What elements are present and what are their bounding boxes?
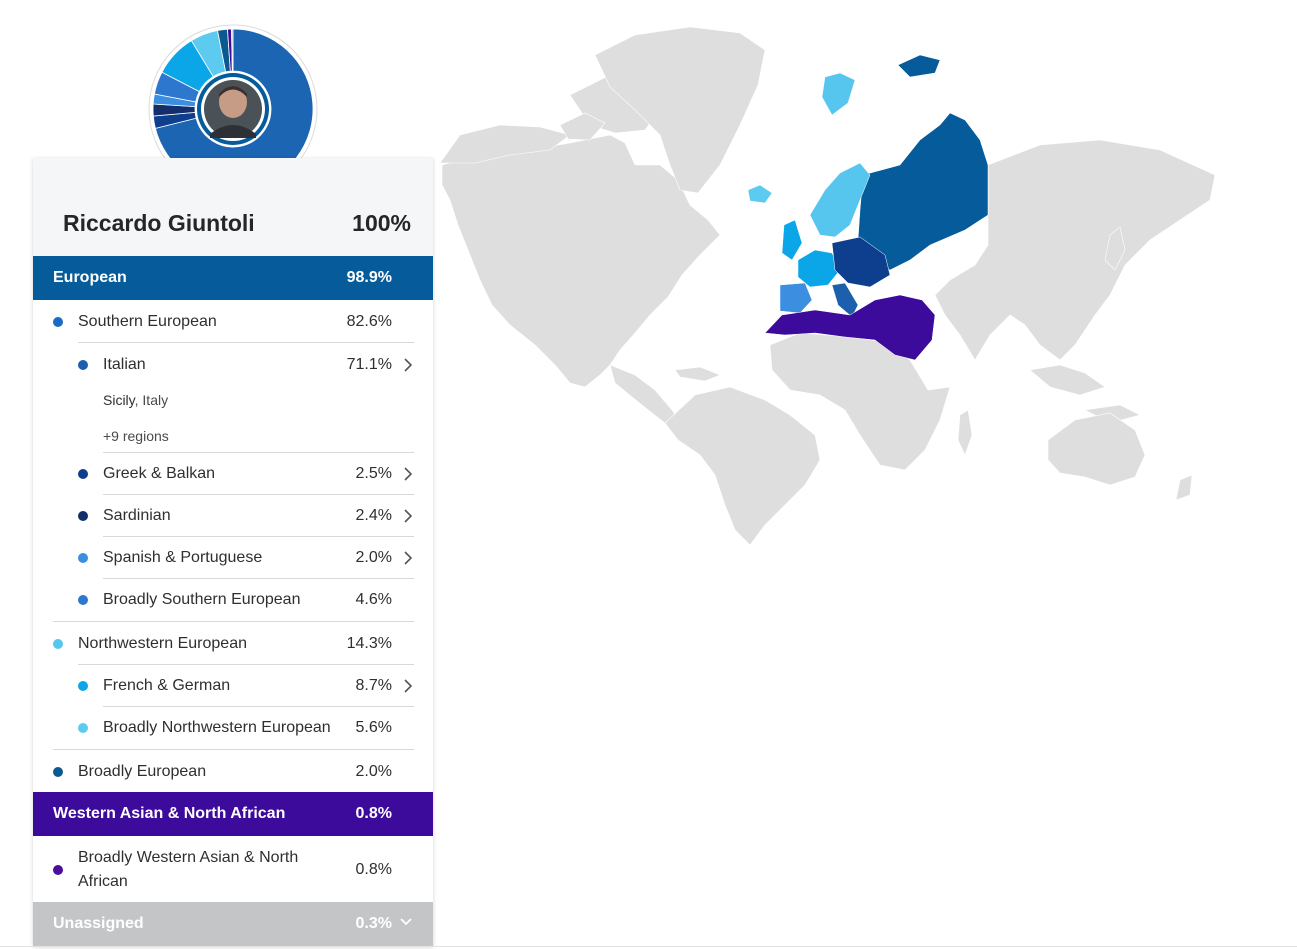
color-dot: [53, 317, 63, 327]
color-dot: [78, 360, 88, 370]
map-italy: [832, 283, 858, 317]
row-percentage: 8.7%: [356, 677, 392, 695]
chevron-right-icon[interactable]: [403, 678, 413, 694]
panel-header: Riccardo Giuntoli 100%: [33, 158, 433, 256]
row-label: Sardinian: [103, 507, 171, 525]
map-russia: [858, 113, 988, 270]
row-french-german[interactable]: French & German 8.7%: [33, 665, 433, 707]
row-label: Greek & Balkan: [103, 465, 215, 483]
group-unassigned[interactable]: Unassigned 0.3%: [33, 902, 433, 946]
color-dot: [78, 595, 88, 605]
map-uk: [782, 220, 802, 260]
row-percentage: 2.5%: [356, 465, 392, 483]
ancestry-composition-panel: Riccardo Giuntoli 100% European 98.9% So…: [33, 158, 433, 946]
region-rest: , Italy: [135, 392, 168, 408]
group-label: Western Asian & North African: [53, 805, 285, 823]
color-dot: [53, 865, 63, 875]
color-dot: [53, 639, 63, 649]
chevron-right-icon[interactable]: [403, 466, 413, 482]
row-percentage: 71.1%: [347, 356, 392, 374]
map-iceland: [748, 185, 772, 203]
row-broadly-european[interactable]: Broadly European 2.0%: [33, 750, 433, 792]
group-percentage: 0.8%: [356, 805, 392, 823]
map-iberia: [780, 283, 812, 313]
row-italian[interactable]: Italian 71.1% Sicily, Italy +9 regions: [33, 343, 433, 453]
region-bold: Sicily: [103, 392, 135, 408]
row-percentage: 5.6%: [356, 719, 392, 737]
row-label: Broadly Northwestern European: [103, 719, 331, 737]
bottom-rule: [0, 946, 1297, 947]
row-label: Northwestern European: [78, 635, 247, 653]
user-name: Riccardo Giuntoli: [63, 210, 255, 237]
color-dot: [53, 767, 63, 777]
row-label: Southern European: [78, 313, 217, 331]
more-regions-link[interactable]: +9 regions: [103, 428, 169, 444]
chevron-right-icon[interactable]: [403, 357, 413, 373]
row-northwestern-european[interactable]: Northwestern European 14.3%: [33, 622, 433, 664]
map-svalbard: [822, 73, 855, 115]
user-total-percentage: 100%: [352, 210, 411, 237]
group-label: Unassigned: [53, 915, 144, 933]
row-label: Spanish & Portuguese: [103, 549, 262, 567]
color-dot: [78, 723, 88, 733]
row-percentage: 0.8%: [356, 861, 392, 879]
row-label: Broadly Southern European: [103, 591, 300, 609]
map-australia: [1048, 413, 1145, 485]
chevron-down-icon[interactable]: [399, 914, 413, 930]
row-broadly-western-asian-north-african[interactable]: Broadly Western Asian & North African 0.…: [33, 836, 433, 902]
row-percentage: 2.0%: [356, 549, 392, 567]
row-percentage: 4.6%: [356, 591, 392, 609]
group-western-asian-north-african[interactable]: Western Asian & North African 0.8%: [33, 792, 433, 836]
row-percentage: 14.3%: [347, 635, 392, 653]
group-label: European: [53, 269, 127, 287]
row-broadly-northwestern-european[interactable]: Broadly Northwestern European 5.6%: [33, 707, 433, 749]
region-line: Sicily, Italy: [103, 392, 168, 408]
map-franz-josef: [898, 55, 940, 77]
row-percentage: 2.4%: [356, 507, 392, 525]
row-label-line1: Broadly Western Asian & North: [78, 849, 298, 867]
world-map: [420, 15, 1230, 545]
color-dot: [78, 511, 88, 521]
row-sardinian[interactable]: Sardinian 2.4%: [33, 495, 433, 537]
group-percentage: 98.9%: [347, 269, 392, 287]
color-dot: [78, 469, 88, 479]
row-southern-european[interactable]: Southern European 82.6%: [33, 300, 433, 343]
color-dot: [78, 681, 88, 691]
row-label: Broadly European: [78, 763, 206, 781]
map-south-america: [665, 387, 820, 545]
row-label: French & German: [103, 677, 230, 695]
row-spanish-portuguese[interactable]: Spanish & Portuguese 2.0%: [33, 537, 433, 579]
color-dot: [78, 553, 88, 563]
row-percentage: 2.0%: [356, 763, 392, 781]
chevron-right-icon[interactable]: [403, 508, 413, 524]
row-label-line2: African: [78, 873, 128, 891]
row-percentage: 82.6%: [347, 313, 392, 331]
chevron-right-icon[interactable]: [403, 550, 413, 566]
row-broadly-southern-european[interactable]: Broadly Southern European 4.6%: [33, 579, 433, 621]
row-greek-balkan[interactable]: Greek & Balkan 2.5%: [33, 453, 433, 495]
group-percentage: 0.3%: [356, 915, 392, 933]
avatar: [204, 80, 262, 138]
row-label: Italian: [103, 356, 146, 374]
group-european[interactable]: European 98.9%: [33, 256, 433, 300]
